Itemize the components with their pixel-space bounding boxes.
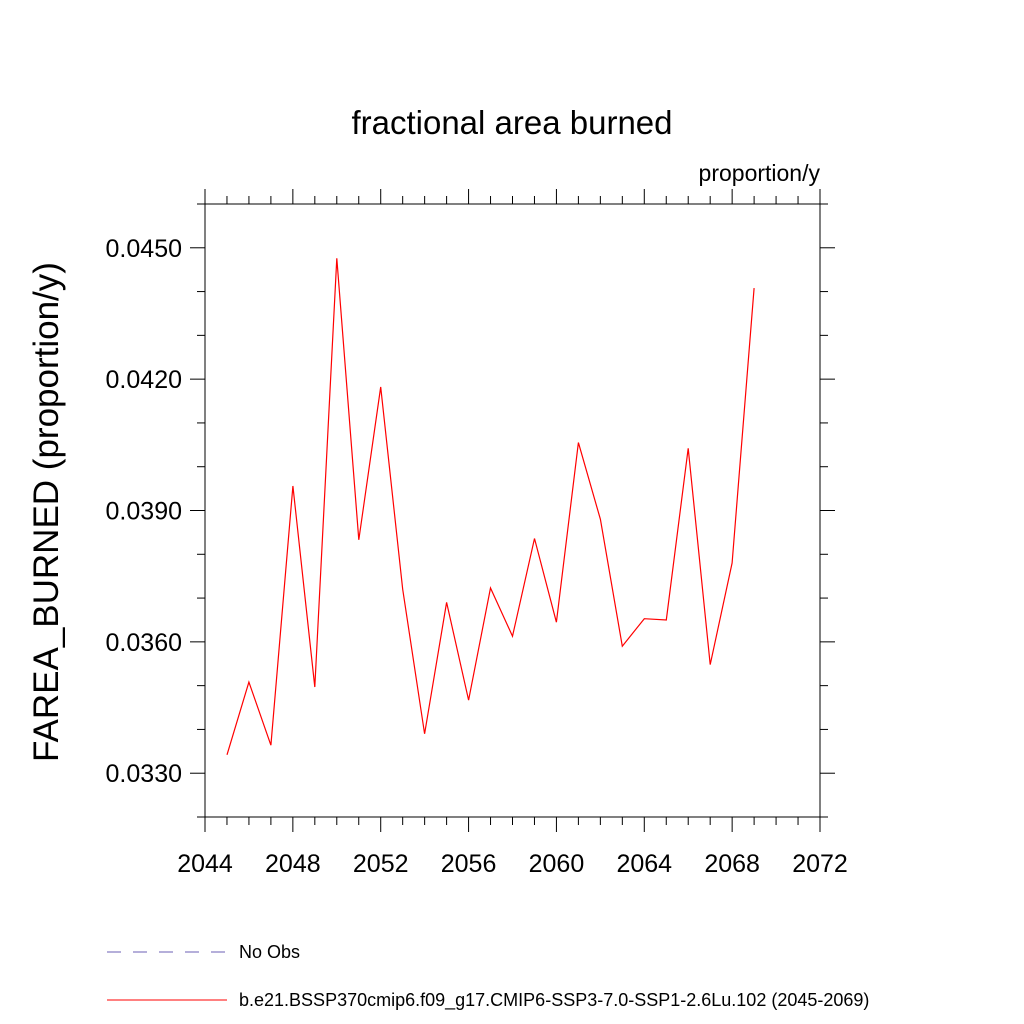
series-layer xyxy=(226,258,755,755)
y-tick-label: 0.0330 xyxy=(106,760,182,788)
plot-frame xyxy=(204,203,821,818)
x-tick-label: 2052 xyxy=(353,850,409,878)
x-tick-label: 2056 xyxy=(441,850,497,878)
x-tick-label: 2060 xyxy=(529,850,585,878)
x-tick-label: 2068 xyxy=(704,850,760,878)
legend-label: No Obs xyxy=(239,942,300,962)
y-tick-label: 0.0450 xyxy=(106,235,182,263)
x-tick-label: 2048 xyxy=(265,850,321,878)
y-tick-label: 0.0360 xyxy=(106,629,182,657)
y-tick-label: 0.0390 xyxy=(106,498,182,526)
axis-ticks: 2044 2048 2052 2056 2060 2064 2068 2072 0.0330 0.… xyxy=(106,189,848,878)
x-tick-label: 2072 xyxy=(792,850,848,878)
chart-title: fractional area burned xyxy=(351,104,672,141)
x-tick-label: 2064 xyxy=(616,850,672,878)
y-axis-label: FAREA_BURNED (proportion/y) xyxy=(27,262,66,762)
legend: No Obs b.e21.BSSP370cmip6.f09_g17.CMIP6-S… xyxy=(107,942,869,1011)
x-tick-label: 2044 xyxy=(177,850,233,878)
units-label: proportion/y xyxy=(699,160,821,186)
series-line xyxy=(226,258,755,755)
legend-label: b.e21.BSSP370cmip6.f09_g17.CMIP6-SSP3-7.… xyxy=(239,990,869,1011)
y-tick-label: 0.0420 xyxy=(106,366,182,394)
